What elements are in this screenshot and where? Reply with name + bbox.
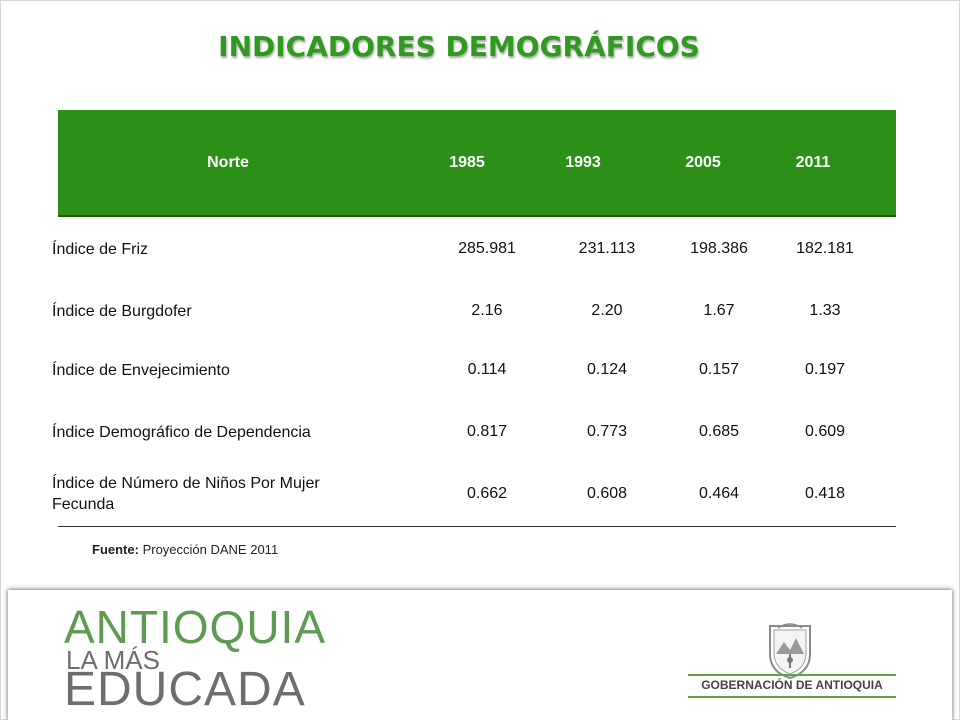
- cell-value: 0.609: [804, 423, 846, 440]
- gov-rule-bottom: [688, 696, 896, 698]
- table-bottom-rule: [58, 526, 896, 527]
- cell-value: 0.662: [466, 485, 508, 502]
- cell-value: 0.608: [586, 485, 628, 502]
- header-year-2005: 2005: [685, 154, 721, 171]
- gobernacion-label: GOBERNACIÓN DE ANTIOQUIA: [701, 678, 883, 692]
- cell-value: 0.685: [698, 423, 740, 440]
- table-row: Índice de Envejecimiento 0.114 0.124 0.1…: [52, 339, 896, 401]
- cell-value: 0.773: [586, 423, 628, 440]
- cell-value: 1.33: [809, 302, 841, 319]
- cell-value: 2.16: [471, 302, 503, 319]
- cell-value: 0.114: [467, 361, 507, 378]
- logo-line-educada: EDUCADA: [64, 663, 306, 716]
- cell-value: 0.418: [804, 485, 846, 502]
- source-note: Fuente: Proyección DANE 2011: [92, 542, 278, 557]
- table-row: Índice de Burgdofer 2.16 2.20 1.67 1.33: [52, 280, 896, 342]
- row-label: Índice Demográfico de Dependencia: [52, 423, 311, 441]
- gov-rule-top: [688, 674, 896, 676]
- antioquia-logo: ANTIOQUIA LA MÁS EDUCADA: [64, 600, 325, 716]
- table-header: Norte 1985 1993 2005 2011: [58, 110, 896, 217]
- cell-value: 285.981: [458, 240, 516, 257]
- header-region: Norte: [207, 154, 249, 171]
- cell-value: 182.181: [796, 240, 854, 257]
- header-year-1985: 1985: [449, 154, 485, 171]
- header-year-1993: 1993: [565, 154, 601, 171]
- cell-value: 0.197: [804, 361, 846, 378]
- cell-value: 0.124: [586, 361, 628, 378]
- cell-value: 0.464: [698, 485, 740, 502]
- row-label: Índice de Friz: [52, 240, 149, 258]
- table-row: Índice de Friz 285.981 231.113 198.386 1…: [52, 218, 896, 280]
- logo-line-la-mas: LA MÁS: [66, 645, 160, 675]
- row-label: Índice de Envejecimiento: [52, 361, 230, 379]
- cell-value: 2.20: [591, 302, 623, 319]
- cell-value: 198.386: [690, 240, 748, 257]
- cell-value: 0.817: [466, 423, 508, 440]
- table-row: Índice de Número de Niños Por Mujer Fecu…: [52, 463, 896, 525]
- cell-value: 231.113: [578, 240, 636, 257]
- source-text: Proyección DANE 2011: [138, 542, 279, 557]
- cell-value: 1.67: [703, 302, 735, 319]
- logo-line-antioquia: ANTIOQUIA: [64, 601, 327, 653]
- coat-of-arms-icon: [769, 623, 811, 680]
- header-year-2011: 2011: [795, 154, 831, 171]
- row-label: Índice de Número de Niños Por Mujer Fecu…: [52, 475, 320, 513]
- table-row: Índice Demográfico de Dependencia 0.817 …: [52, 401, 896, 463]
- cell-value: 0.157: [698, 361, 740, 378]
- page-title: INDICADORES DEMOGRÁFICOS: [218, 30, 700, 63]
- source-label: Fuente:: [92, 542, 139, 557]
- row-label: Índice de Burgdofer: [52, 302, 192, 320]
